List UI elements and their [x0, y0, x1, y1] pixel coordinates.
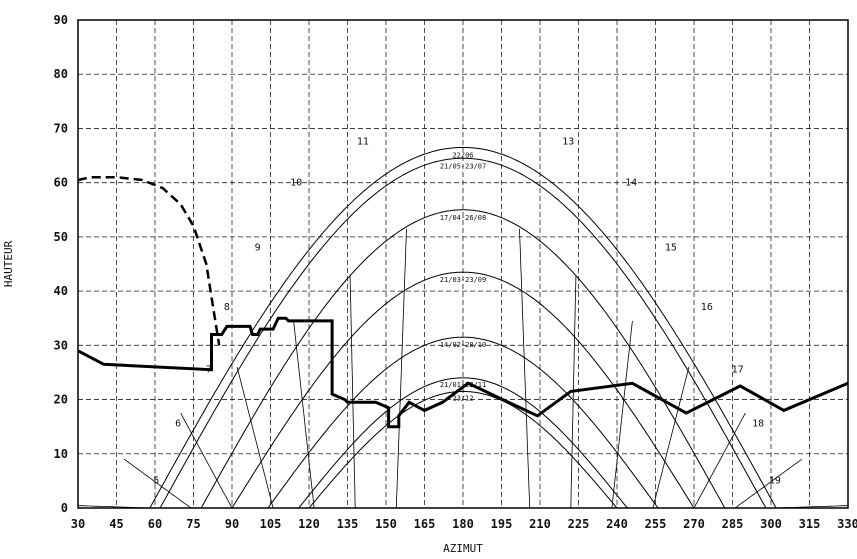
sun-path-curve	[231, 271, 695, 509]
sun-path-curve	[308, 390, 618, 509]
sun-path-label: 21/03-23/09	[440, 276, 486, 284]
x-tick-label: 165	[414, 517, 436, 531]
y-tick-label: 60	[54, 176, 68, 190]
x-tick-label: 285	[722, 517, 744, 531]
x-tick-label: 240	[606, 517, 628, 531]
hour-line	[395, 228, 407, 509]
sun-path-label: 22/06	[452, 151, 473, 159]
y-tick-label: 20	[54, 393, 68, 407]
plot-frame	[77, 19, 849, 509]
x-tick-label: 315	[799, 517, 821, 531]
hour-label: 5	[153, 476, 159, 487]
hour-line	[734, 458, 803, 509]
y-tick-label: 40	[54, 284, 68, 298]
y-tick-label: 80	[54, 67, 68, 81]
x-tick-label: 45	[109, 517, 123, 531]
x-tick-label: 60	[148, 517, 162, 531]
hour-label: 14	[625, 177, 637, 188]
y-tick-label: 90	[54, 13, 68, 27]
hour-line	[349, 274, 356, 509]
sun-path-label: 14/02-28/10	[440, 341, 486, 349]
hour-line	[293, 320, 315, 509]
sun-path-curves	[149, 146, 777, 509]
hour-label: 17	[732, 364, 744, 375]
hour-label: 6	[175, 419, 181, 430]
hour-line	[123, 458, 192, 509]
y-tick-label: 30	[54, 338, 68, 352]
x-tick-labels: 30 45 60 75 90 105 120 135 150 165 180 195 210 225 240…	[71, 517, 857, 531]
x-tick-label: 150	[375, 517, 397, 531]
x-tick-label: 270	[683, 517, 705, 531]
hour-label: 7	[206, 364, 212, 375]
x-tick-label: 300	[760, 517, 782, 531]
x-tick-label: 255	[645, 517, 667, 531]
sun-path-curve	[267, 336, 659, 509]
hour-label: 18	[752, 419, 764, 430]
x-tick-label: 180	[452, 517, 474, 531]
x-tick-label: 195	[491, 517, 513, 531]
sun-path-label: 21/01-22/11	[440, 381, 486, 389]
y-tick-labels: 0 10 20 30 40 50 60 70 80 90	[54, 13, 68, 515]
x-tick-label: 30	[71, 517, 85, 531]
hour-line	[180, 412, 233, 509]
hour-label: 13	[562, 137, 574, 148]
hour-labels: 5 6 7 8 9 10 11 13 14 15 16 17 18 19	[153, 137, 781, 487]
hour-line	[611, 320, 633, 509]
sun-path-label: 17/04-26/08	[440, 214, 486, 222]
hour-line	[652, 366, 690, 509]
hour-label: 9	[255, 242, 261, 253]
x-axis-label: AZIMUT	[443, 542, 483, 555]
hour-label: 16	[701, 302, 713, 313]
x-tick-label: 135	[337, 517, 359, 531]
hour-line	[236, 366, 274, 509]
x-tick-label: 90	[225, 517, 239, 531]
hour-label: 11	[357, 137, 369, 148]
y-tick-label: 0	[61, 501, 68, 515]
horizon-profile	[77, 175, 849, 429]
hour-label: 19	[769, 476, 781, 487]
hour-lines	[77, 228, 849, 509]
horizon-solid-line	[77, 316, 849, 429]
x-tick-label: 210	[529, 517, 551, 531]
sun-path-label: 23/12	[452, 394, 473, 402]
x-tick-label: 330	[837, 517, 857, 531]
hour-label: 10	[290, 177, 302, 188]
sun-path-curve	[149, 146, 777, 509]
x-tick-label: 120	[298, 517, 320, 531]
y-tick-label: 10	[54, 447, 68, 461]
x-tick-label: 225	[568, 517, 590, 531]
y-tick-label: 70	[54, 121, 68, 135]
hour-line	[693, 412, 746, 509]
sun-path-labels: 22/06 21/05-23/07 17/04-26/08 21/03-23/09 14…	[440, 151, 486, 402]
sun-path-curve	[200, 209, 726, 509]
y-tick-label: 50	[54, 230, 68, 244]
hour-line	[519, 228, 531, 509]
x-tick-label: 75	[186, 517, 200, 531]
sun-path-label: 21/05-23/07	[440, 162, 486, 170]
y-axis-label: HAUTEUR	[2, 240, 15, 287]
horizon-dashed-line	[77, 175, 221, 346]
sun-path-curve	[159, 157, 767, 509]
x-tick-label: 105	[260, 517, 282, 531]
hour-label: 8	[224, 302, 230, 313]
hour-label: 15	[665, 242, 677, 253]
